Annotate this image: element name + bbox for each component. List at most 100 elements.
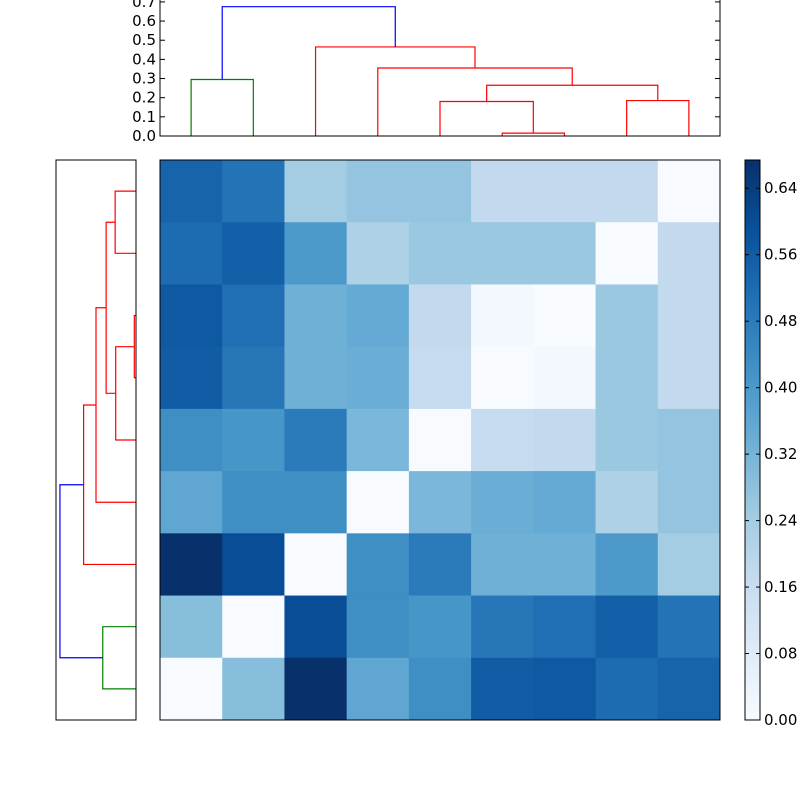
- heatmap-cell: [408, 471, 472, 534]
- heatmap-cell: [408, 408, 472, 472]
- heatmap-cell: [657, 533, 721, 597]
- heatmap-cell: [160, 346, 223, 410]
- heatmap-cell: [408, 595, 472, 659]
- heatmap-cell: [222, 222, 285, 285]
- heatmap: [159, 159, 721, 721]
- heatmap-cell: [595, 595, 659, 659]
- heatmap-cell: [595, 408, 659, 472]
- dendrogram-link: [221, 6, 396, 80]
- heatmap-cell: [657, 657, 721, 721]
- heatmap-cell: [284, 222, 348, 285]
- heatmap-cell: [657, 346, 721, 410]
- heatmap-frame: [159, 159, 721, 721]
- heatmap-cell: [408, 346, 472, 410]
- heatmap-cell: [471, 471, 534, 534]
- heatmap-cell: [284, 284, 348, 348]
- heatmap-cell: [408, 657, 472, 721]
- heatmap-cell: [222, 595, 285, 659]
- heatmap-cell: [595, 533, 659, 597]
- y-tick-label: 0.5: [132, 31, 156, 49]
- dendrogram-link: [59, 484, 103, 659]
- heatmap-cell: [533, 222, 597, 285]
- heatmap-cell: [160, 595, 223, 659]
- y-tick-label: 0.6: [132, 12, 156, 30]
- top-dendrogram-frame: [159, 0, 721, 137]
- heatmap-cell: [471, 160, 534, 223]
- heatmap-cell: [284, 471, 348, 534]
- colorbar: 0.00 0.08 0.16 0.24 0.32 0.40 0.48 0.56 0.64: [744, 159, 797, 729]
- top-dendrogram: 0.00.10.20.3 0.40.50.60.7: [132, 0, 721, 145]
- colorbar-tick-label: 0.64: [764, 179, 797, 197]
- heatmap-cell: [284, 595, 348, 659]
- heatmap-cell: [657, 408, 721, 472]
- heatmap-cell: [595, 160, 659, 223]
- y-tick-label: 0.0: [132, 127, 156, 145]
- heatmap-cell: [533, 471, 597, 534]
- heatmap-cell: [408, 533, 472, 597]
- heatmap-cell: [160, 408, 223, 472]
- heatmap-cell: [595, 657, 659, 721]
- heatmap-cell: [346, 595, 410, 659]
- heatmap-cell: [160, 160, 223, 223]
- heatmap-cell: [471, 408, 534, 472]
- heatmap-cell: [346, 657, 410, 721]
- y-tick-label: 0.1: [132, 108, 156, 126]
- colorbar-tick-label: 0.08: [764, 645, 797, 663]
- heatmap-cell: [471, 533, 534, 597]
- heatmap-cell: [222, 533, 285, 597]
- colorbar-tick-label: 0.00: [764, 711, 797, 729]
- heatmap-cell: [160, 657, 223, 721]
- heatmap-cell: [284, 408, 348, 472]
- heatmap-cell: [284, 533, 348, 597]
- heatmap-cell: [346, 533, 410, 597]
- heatmap-cell: [160, 284, 223, 348]
- heatmap-cell: [222, 657, 285, 721]
- heatmap-cell: [408, 222, 472, 285]
- heatmap-cell: [471, 657, 534, 721]
- heatmap-cell: [346, 160, 410, 223]
- y-tick-label: 0.3: [132, 70, 156, 88]
- heatmap-cell: [284, 657, 348, 721]
- heatmap-cell: [471, 595, 534, 659]
- heatmap-cell: [533, 160, 597, 223]
- heatmap-cell: [222, 471, 285, 534]
- colorbar-tick-label: 0.24: [764, 512, 797, 530]
- heatmap-cell: [657, 284, 721, 348]
- heatmap-cell: [346, 346, 410, 410]
- heatmap-cell: [222, 408, 285, 472]
- heatmap-cell: [533, 408, 597, 472]
- heatmap-cell: [160, 222, 223, 285]
- heatmap-cell: [533, 284, 597, 348]
- colorbar-tick-label: 0.48: [764, 312, 797, 330]
- colorbar-tick-label: 0.40: [764, 379, 797, 397]
- heatmap-cell: [346, 408, 410, 472]
- heatmap-cell: [408, 284, 472, 348]
- heatmap-cell: [533, 657, 597, 721]
- left-dendrogram-frame: [55, 159, 137, 721]
- heatmap-cell: [657, 471, 721, 534]
- heatmap-cell: [533, 533, 597, 597]
- heatmap-cell: [284, 346, 348, 410]
- heatmap-cell: [160, 471, 223, 534]
- left-dendrogram: [55, 159, 137, 721]
- heatmap-cell: [346, 222, 410, 285]
- heatmap-cell: [346, 284, 410, 348]
- y-tick-label: 0.2: [132, 89, 156, 107]
- heatmap-cell: [346, 471, 410, 534]
- heatmap-cell: [595, 284, 659, 348]
- heatmap-cell: [595, 222, 659, 285]
- heatmap-cell: [284, 160, 348, 223]
- heatmap-cell: [595, 346, 659, 410]
- heatmap-cell: [471, 284, 534, 348]
- heatmap-cell: [222, 160, 285, 223]
- heatmap-cell: [222, 346, 285, 410]
- heatmap-cell: [533, 346, 597, 410]
- y-tick-label: 0.4: [132, 50, 156, 68]
- heatmap-cell: [160, 533, 223, 597]
- heatmap-cell: [222, 284, 285, 348]
- y-tick-label: 0.7: [132, 0, 156, 11]
- colorbar-tick-label: 0.32: [764, 445, 797, 463]
- colorbar-tick-label: 0.56: [764, 246, 797, 264]
- heatmap-cell: [657, 222, 721, 285]
